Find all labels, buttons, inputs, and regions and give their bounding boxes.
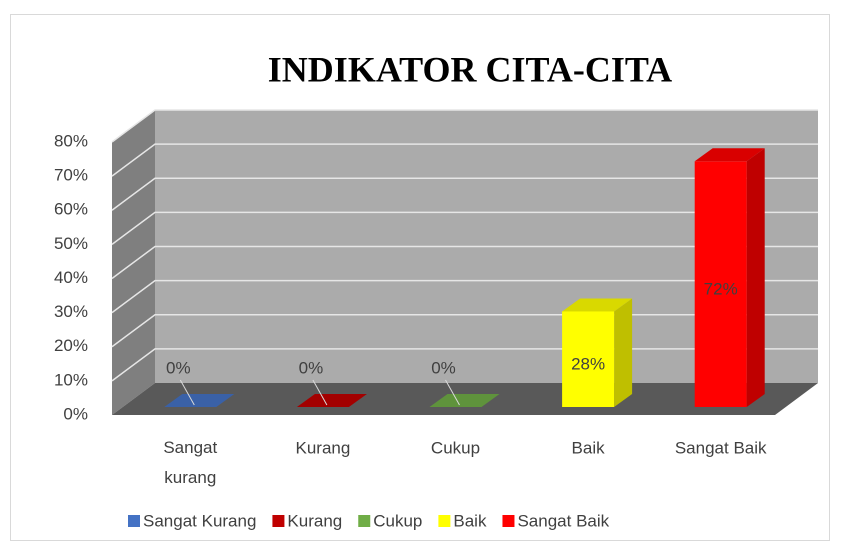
bar-top: [296, 394, 367, 407]
leader-line: [445, 379, 460, 406]
x-tick-label: Kurang: [295, 438, 350, 457]
bar-side: [614, 298, 633, 407]
bar-front: [694, 161, 747, 407]
legend-swatch: [272, 515, 285, 527]
grid-line: [111, 177, 818, 211]
bar-side: [746, 148, 765, 408]
y-tick-label: 0%: [63, 404, 88, 423]
x-tick-label: Sangat Baik: [675, 438, 767, 457]
legend-swatch: [438, 515, 451, 527]
x-tick-label: Cukup: [431, 438, 480, 457]
legend-label: Sangat Kurang: [143, 511, 256, 530]
x-tick-label-line: Sangat: [163, 438, 217, 457]
legend-swatch: [358, 515, 371, 527]
bar-top: [694, 148, 765, 162]
bar-top: [429, 394, 500, 407]
bar-front: [562, 311, 615, 407]
y-tick-label: 20%: [54, 336, 88, 355]
y-tick-label: 60%: [54, 200, 88, 219]
data-label: 0%: [166, 358, 191, 377]
bar: [429, 394, 500, 407]
legend-label: Kurang: [287, 511, 342, 530]
legend-label: Sangat Baik: [517, 511, 609, 530]
y-tick-label: 70%: [54, 166, 88, 185]
bar: [562, 298, 633, 407]
legend-swatch: [502, 515, 515, 527]
data-label: 72%: [704, 280, 738, 299]
legend-label: Baik: [453, 511, 487, 530]
x-tick-label-line: kurang: [164, 468, 216, 487]
y-tick-label: 50%: [54, 234, 88, 253]
data-label: 0%: [431, 358, 456, 377]
y-tick-label: 30%: [54, 302, 88, 321]
data-label: 0%: [299, 358, 324, 377]
bar: [694, 148, 765, 408]
y-tick-label: 40%: [54, 268, 88, 287]
grid-line: [111, 279, 818, 314]
y-tick-label: 80%: [54, 131, 88, 150]
grid-line: [111, 109, 818, 143]
bar: [164, 394, 235, 407]
leader-line: [312, 379, 328, 406]
bar: [296, 394, 367, 407]
leader-line: [179, 379, 195, 406]
grid-line: [111, 245, 818, 280]
legend-swatch: [128, 515, 140, 527]
chart-title: INDIKATOR CITA-CITA: [268, 49, 672, 89]
bar-top: [562, 298, 633, 312]
x-tick-label: Baik: [572, 438, 606, 457]
x-tick-label: Sangat kurang: [163, 438, 217, 487]
grid-line: [111, 143, 818, 177]
data-label: 28%: [571, 355, 605, 374]
grid-line: [111, 211, 818, 245]
legend-label: Cukup: [373, 511, 422, 530]
bar-top: [164, 394, 235, 407]
y-tick-label: 10%: [54, 370, 88, 389]
